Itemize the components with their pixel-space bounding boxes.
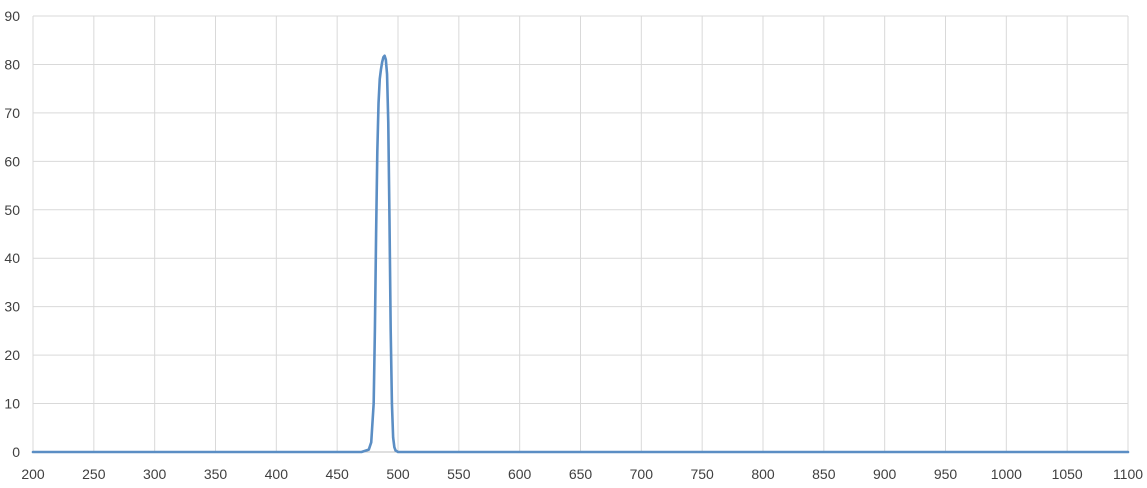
x-tick-label: 950	[934, 466, 958, 482]
y-tick-labels: 0 10 20 30 40 50 60 70 80 90	[4, 8, 20, 460]
x-tick-label: 1000	[991, 466, 1022, 482]
y-tick-label: 90	[4, 8, 20, 24]
x-tick-label: 650	[569, 466, 593, 482]
x-tick-label: 500	[386, 466, 410, 482]
x-tick-label: 1050	[1052, 466, 1083, 482]
x-tick-label: 550	[447, 466, 471, 482]
x-tick-label: 850	[812, 466, 836, 482]
x-tick-label: 200	[21, 466, 45, 482]
series-line	[31, 54, 1130, 454]
series-layer	[31, 54, 1130, 454]
x-tick-label: 900	[873, 466, 897, 482]
y-tick-label: 60	[4, 153, 20, 169]
x-tick-label: 1100	[1113, 466, 1143, 482]
x-tick-label: 250	[82, 466, 106, 482]
y-tick-label: 70	[4, 105, 20, 121]
x-tick-label: 700	[630, 466, 654, 482]
x-tick-label: 350	[204, 466, 228, 482]
y-tick-label: 50	[4, 202, 20, 218]
y-tick-label: 10	[4, 396, 20, 412]
x-tick-label: 750	[690, 466, 714, 482]
y-tick-label: 40	[4, 250, 20, 266]
y-tick-label: 0	[12, 444, 20, 460]
x-tick-label: 400	[265, 466, 289, 482]
gridlines	[32, 15, 1129, 452]
y-tick-label: 80	[4, 56, 20, 72]
x-tick-label: 600	[508, 466, 532, 482]
x-tick-label: 450	[325, 466, 349, 482]
y-tick-label: 30	[4, 299, 20, 315]
x-tick-label: 300	[143, 466, 167, 482]
x-tick-label: 800	[751, 466, 775, 482]
x-tick-labels: 200 250 300 350 400 450 500 550 600 650 700 750 800 8…	[21, 466, 1143, 482]
y-tick-label: 20	[4, 347, 20, 363]
